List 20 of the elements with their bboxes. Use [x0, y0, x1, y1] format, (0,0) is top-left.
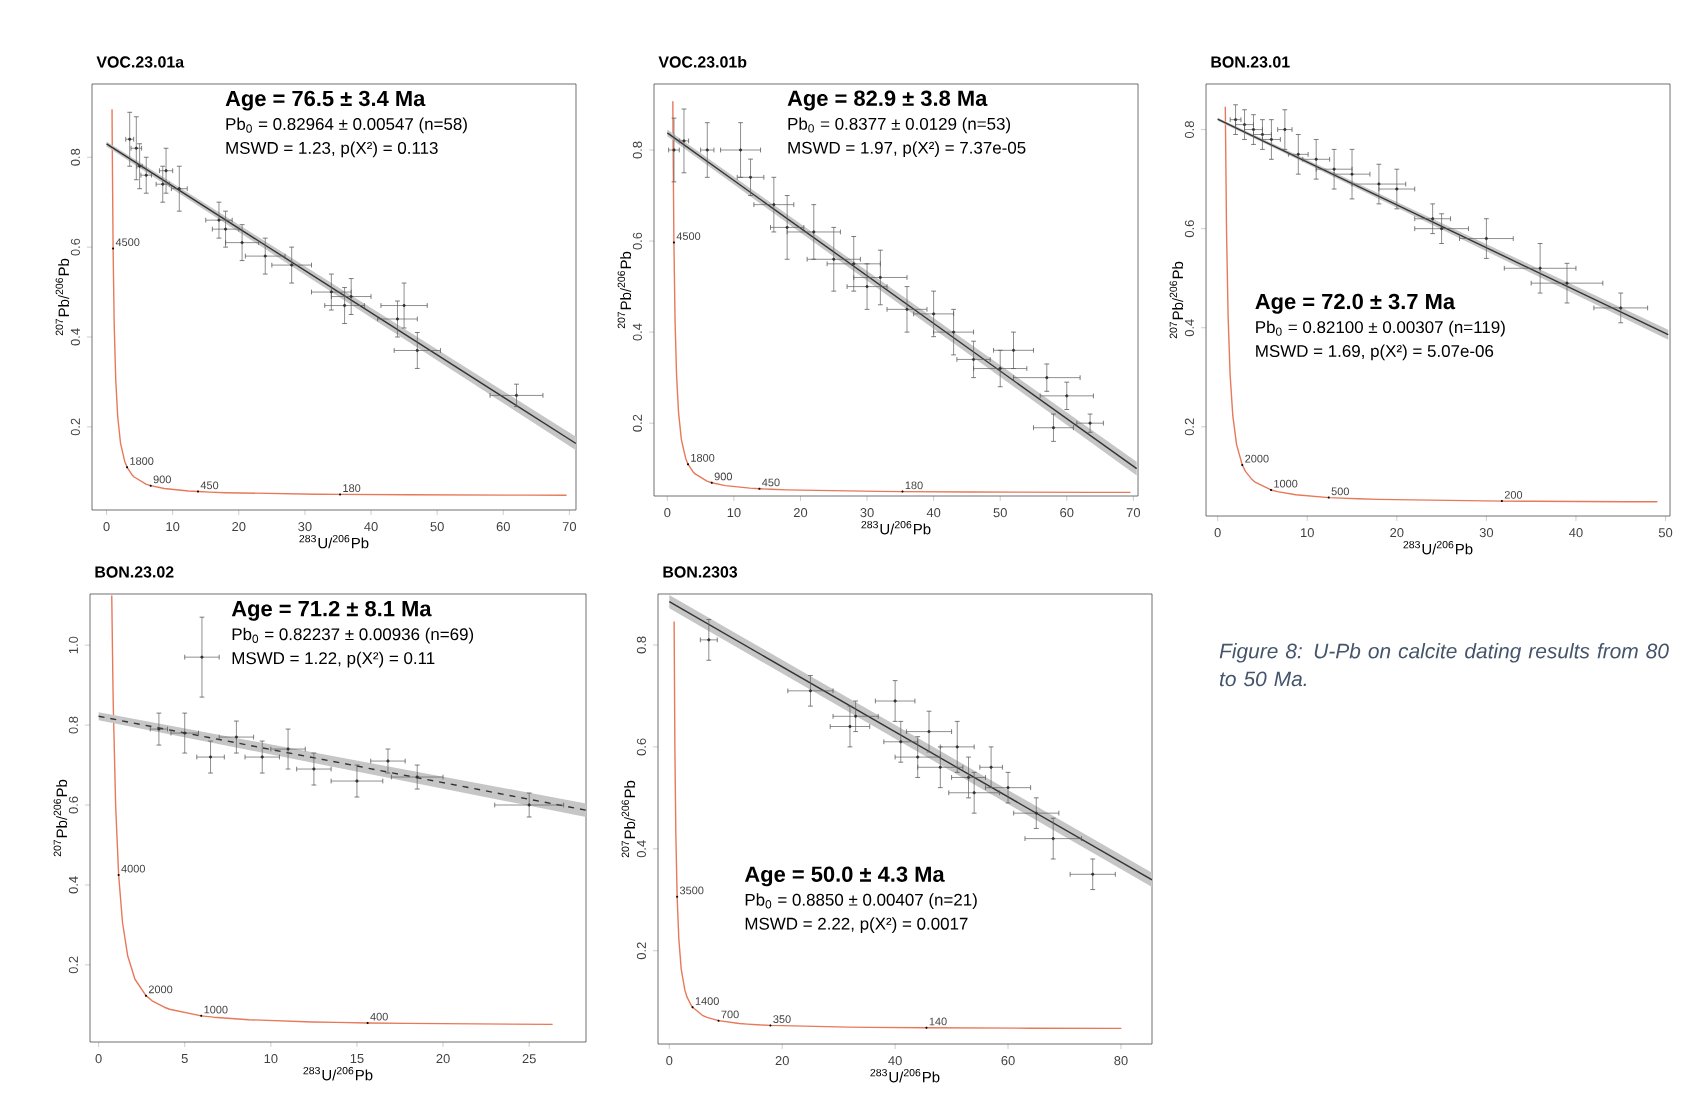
annotation: Age = 76.5 ± 3.4 Ma: [225, 90, 426, 111]
annotation: MSWD = 2.22, p(X²) = 0.0017: [745, 917, 968, 934]
line-series: [1224, 106, 1659, 503]
caption: Figure 8: U-Pb on calcite dating results from 80 to 50 Ma.: [1219, 643, 1669, 687]
annotation: Age = 82.9 ± 3.8 Ma: [787, 90, 988, 111]
line-series: [673, 620, 1123, 1030]
annotation: Age = 72.0 ± 3.7 Ma: [1255, 293, 1456, 314]
annotation: Pb$_{0}$ = 0.82964 ± 0.00547 (n=58): [226, 117, 467, 134]
annotation: Age = 50.0 ± 4.3 Ma: [744, 866, 945, 887]
annotation: MSWD = 1.69, p(X²) = 5.07e-06: [1256, 344, 1494, 361]
annotation: MSWD = 1.22, p(X²) = 0.11: [232, 651, 435, 668]
annotation: Pb$_{0}$ = 0.82237 ± 0.00936 (n=69): [232, 627, 474, 644]
annotation: Age = 71.2 ± 8.1 Ma: [231, 600, 432, 621]
annotation: Pb$_{0}$ = 0.8850 ± 0.00407 (n=21): [745, 893, 977, 910]
line-series: [111, 594, 554, 1026]
annotation: MSWD = 1.23, p(X²) = 0.113: [226, 141, 438, 158]
line-series: [111, 108, 568, 496]
annotation: MSWD = 1.97, p(X²) = 7.37e-05: [788, 141, 1026, 158]
annotation: Pb$_{0}$ = 0.8377 ± 0.0129 (n=53): [788, 117, 1011, 134]
annotation: Pb$_{0}$ = 0.82100 ± 0.00307 (n=119): [1256, 320, 1505, 337]
